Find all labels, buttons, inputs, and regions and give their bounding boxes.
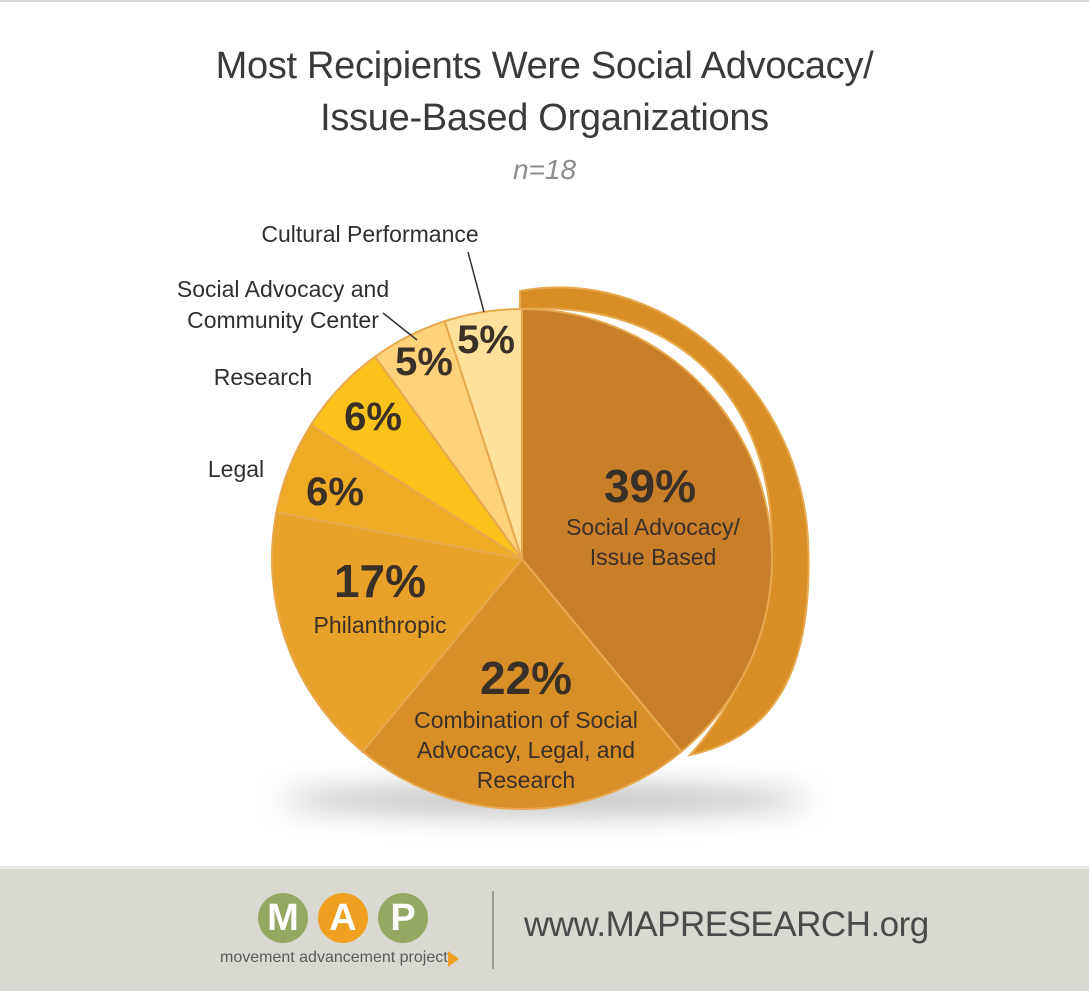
slice-category-label: Research	[477, 767, 575, 793]
pie-labels: 39%Social Advocacy/Issue Based 22% Combina…	[177, 221, 741, 793]
slice-value-label: 6%	[344, 395, 402, 439]
pie-slice-philanthropic[interactable]	[271, 511, 524, 754]
slice-category-label: Combination of Social	[414, 707, 638, 733]
logo-letter-a: A	[318, 893, 368, 943]
footer-banner: M A P movement advancement project www.M…	[0, 866, 1089, 991]
footer-divider	[492, 891, 494, 969]
chart-title: Most Recipients Were Social Advocacy/ Is…	[0, 40, 1089, 144]
slice-category-label: Research	[214, 364, 312, 390]
leader-line	[467, 251, 485, 313]
chart-title-line-2: Issue-Based Organizations	[320, 97, 769, 139]
slice-category-label: Legal	[208, 456, 264, 482]
chart-subtitle: n=18	[512, 154, 577, 185]
pie-slices	[271, 307, 774, 810]
slice-category-label: Advocacy, Legal, and	[417, 737, 635, 763]
logo-letter-p: P	[378, 893, 428, 943]
play-arrow-icon	[448, 951, 459, 967]
pie-chart: 39%Social Advocacy/Issue Based 22% Combina…	[177, 221, 810, 814]
logo-tagline: movement advancement project	[220, 949, 448, 966]
slice-value-label: 39%	[604, 460, 696, 512]
slice-category-label: Issue Based	[590, 544, 717, 570]
pie-slice-combination-of-social-advocacy-legal-and-research[interactable]	[361, 557, 683, 810]
slice-category-label: Philanthropic	[314, 612, 447, 638]
pie-slice-social-advocacy-issue-based[interactable]	[521, 307, 774, 754]
slice-value-label: 6%	[306, 470, 364, 514]
slice-value-label: 17%	[334, 555, 426, 607]
logo-letter-m: M	[258, 893, 308, 943]
slice-category-label: Social Advocacy and	[177, 276, 389, 302]
pie-side-depth	[519, 286, 810, 757]
slice-category-label: Cultural Performance	[261, 221, 478, 247]
slice-category-label: Community Center	[187, 307, 379, 333]
map-logo[interactable]: M A P movement advancement project	[220, 893, 470, 973]
website-link[interactable]: www.MAPRESEARCH.org	[524, 905, 929, 944]
pie-slice-cultural-performance[interactable]	[443, 307, 523, 560]
slice-category-label: Social Advocacy/	[566, 514, 740, 540]
top-rule	[0, 0, 1089, 2]
slice-value-label: 5%	[457, 318, 515, 362]
leader-line	[382, 312, 418, 341]
chart-title-line-1: Most Recipients Were Social Advocacy/	[215, 45, 874, 87]
slice-value-label: 22%	[480, 652, 572, 704]
slice-value-label: 5%	[395, 340, 453, 384]
